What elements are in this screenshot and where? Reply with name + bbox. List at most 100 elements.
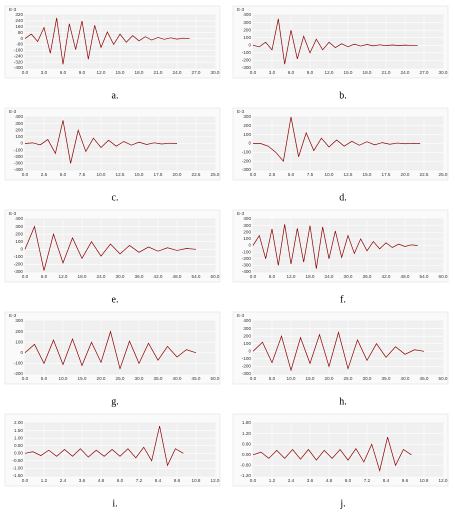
y-tick-label: 300 xyxy=(15,318,23,323)
y-tick-label: 300 xyxy=(15,121,23,126)
caption: i. xyxy=(112,498,117,509)
x-tick-label: 5.0 xyxy=(288,172,295,177)
x-tick-label: 0.0 xyxy=(250,274,257,279)
caption: j. xyxy=(339,498,345,509)
x-tick-label: 10.0 xyxy=(325,172,334,177)
x-tick-label: 30.0 xyxy=(344,274,353,279)
x-tick-label: 30.0 xyxy=(439,70,448,75)
x-tick-label: 40.0 xyxy=(401,376,410,381)
waveform xyxy=(252,437,412,473)
x-tick-label: 10.0 xyxy=(97,172,106,177)
x-tick-label: 0.0 xyxy=(22,376,29,381)
y-tick-label: 100 xyxy=(15,134,23,139)
y-tick-label: 400 xyxy=(243,12,251,17)
y-unit-label: E-3 xyxy=(9,211,17,216)
caption: b. xyxy=(339,90,347,101)
x-tick-label: 48.0 xyxy=(173,274,182,279)
x-tick-label: 5.0 xyxy=(60,172,67,177)
x-tick-label: 30.0 xyxy=(135,376,144,381)
x-tick-label: 7.2 xyxy=(136,478,143,483)
x-tick-label: 25.0 xyxy=(116,376,125,381)
y-tick-label: 400 xyxy=(243,216,251,221)
y-tick-label: 300 xyxy=(15,224,23,229)
x-tick-label: 5.0 xyxy=(41,376,48,381)
x-tick-label: 25.0 xyxy=(211,172,220,177)
x-tick-label: 15.0 xyxy=(344,70,353,75)
y-tick-label: 0 xyxy=(20,141,23,146)
x-tick-label: 25.0 xyxy=(439,172,448,177)
x-tick-label: 6.0 xyxy=(269,274,276,279)
y-tick-label: 320 xyxy=(15,12,23,17)
x-tick-label: 24.0 xyxy=(97,274,106,279)
x-tick-label: 30.0 xyxy=(211,70,220,75)
y-tick-label: 400 xyxy=(243,318,251,323)
y-unit-label: E-3 xyxy=(9,313,17,318)
x-tick-label: 27.0 xyxy=(420,70,429,75)
x-tick-label: 60.0 xyxy=(439,274,448,279)
x-tick-label: 0.0 xyxy=(22,274,29,279)
y-tick-label: -300 xyxy=(14,161,24,166)
y-tick-label: -80 xyxy=(16,42,23,47)
x-tick-label: 15.0 xyxy=(135,172,144,177)
x-tick-label: 3.0 xyxy=(269,70,276,75)
x-tick-label: 1.2 xyxy=(269,478,276,483)
x-tick-label: 20.0 xyxy=(97,376,106,381)
x-tick-label: 0.0 xyxy=(22,172,29,177)
x-tick-label: 9.6 xyxy=(402,478,409,483)
panel: 1.80 1.20 0.60 0.00 -0.60 -1.200.0 1.2 2.4 3.6 4.… xyxy=(232,413,449,509)
x-tick-label: 50.0 xyxy=(211,376,220,381)
x-tick-label: 21.0 xyxy=(382,70,391,75)
x-tick-label: 18.0 xyxy=(363,70,372,75)
x-tick-label: 3.0 xyxy=(41,70,48,75)
x-tick-label: 30.0 xyxy=(363,376,372,381)
y-tick-label: -100 xyxy=(14,147,24,152)
y-tick-label: 400 xyxy=(15,216,23,221)
caption: d. xyxy=(339,192,347,203)
x-tick-label: 2.4 xyxy=(60,478,67,483)
y-tick-label: -320 xyxy=(14,59,24,64)
x-tick-label: 2.5 xyxy=(41,172,48,177)
waveform xyxy=(253,116,421,162)
y-tick-label: 400 xyxy=(15,114,23,119)
y-tick-label: 200 xyxy=(15,231,23,236)
x-tick-label: 12.0 xyxy=(211,478,220,483)
y-tick-label: -100 xyxy=(242,50,252,55)
x-tick-label: 36.0 xyxy=(135,274,144,279)
y-tick-label: -200 xyxy=(242,256,252,261)
x-tick-label: 0.0 xyxy=(22,478,29,483)
y-tick-label: 300 xyxy=(243,223,251,228)
x-tick-label: 21.0 xyxy=(154,70,163,75)
x-tick-label: 20.0 xyxy=(173,172,182,177)
panel: 2.00 1.50 1.00 0.50 0.00 -0.50 -1.00 -1.500.0 1.… xyxy=(4,413,221,509)
x-tick-label: 4.8 xyxy=(326,478,333,483)
caption: f. xyxy=(340,294,346,305)
y-unit-label: E-3 xyxy=(9,109,17,114)
y-tick-label: 0 xyxy=(248,43,251,48)
x-tick-label: 0.0 xyxy=(250,478,257,483)
y-tick-label: 300 xyxy=(243,114,251,119)
x-tick-label: 10.8 xyxy=(192,478,201,483)
caption: h. xyxy=(339,396,347,407)
y-tick-label: 1.20 xyxy=(242,431,251,436)
x-tick-label: 8.4 xyxy=(383,478,390,483)
waveform xyxy=(24,120,178,164)
x-tick-label: 12.0 xyxy=(439,478,448,483)
x-tick-label: 45.0 xyxy=(420,376,429,381)
x-tick-label: 45.0 xyxy=(192,376,201,381)
x-tick-label: 1.2 xyxy=(41,478,48,483)
waveform xyxy=(24,225,197,271)
y-tick-label: 100 xyxy=(243,341,251,346)
x-tick-label: 12.0 xyxy=(325,70,334,75)
y-tick-label: -0.50 xyxy=(13,458,24,463)
y-tick-label: -240 xyxy=(14,53,24,58)
y-tick-label: 1.80 xyxy=(242,420,251,425)
x-tick-label: 42.0 xyxy=(154,274,163,279)
y-tick-label: 200 xyxy=(243,333,251,338)
y-tick-label: -200 xyxy=(14,371,24,376)
